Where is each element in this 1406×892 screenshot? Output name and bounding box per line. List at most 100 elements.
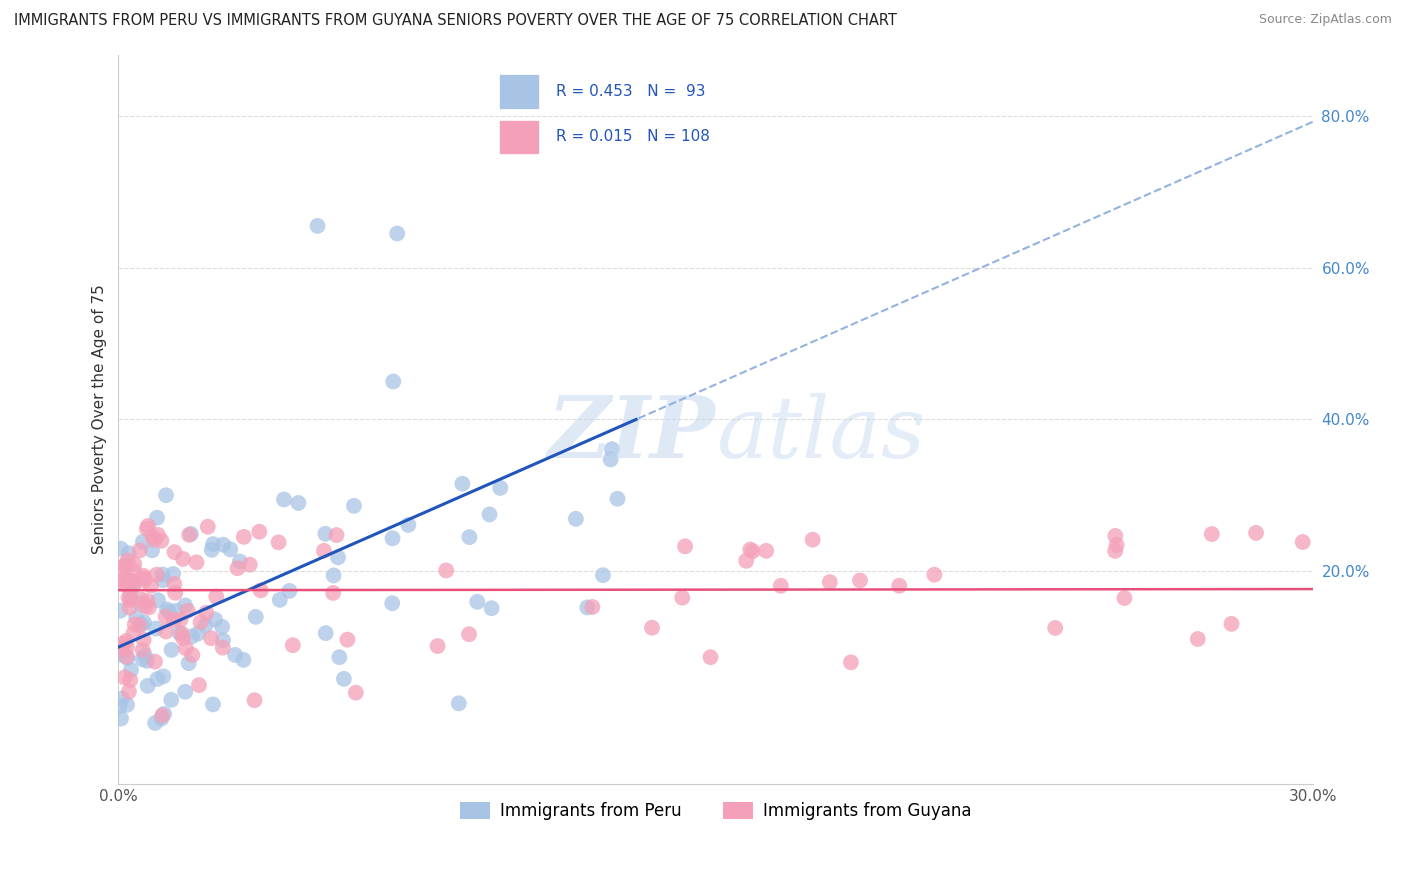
Immigrants from Peru [152, 573, 174, 587]
Immigrants from Guyana [458, 627, 481, 641]
Immigrants from Guyana [325, 528, 347, 542]
Immigrants from Peru [211, 620, 233, 634]
Immigrants from Peru [132, 534, 155, 549]
Immigrants from Guyana [155, 609, 177, 624]
Immigrants from Guyana [818, 575, 841, 590]
Immigrants from Peru [382, 375, 405, 389]
Immigrants from Peru [328, 650, 350, 665]
Immigrants from Peru [204, 612, 226, 626]
Immigrants from Guyana [112, 636, 135, 650]
Immigrants from Guyana [115, 578, 138, 592]
Immigrants from Guyana [132, 632, 155, 647]
Immigrants from Guyana [163, 613, 186, 627]
Immigrants from Guyana [115, 634, 138, 648]
Immigrants from Peru [576, 600, 599, 615]
Immigrants from Guyana [186, 555, 208, 569]
Immigrants from Peru [110, 604, 132, 618]
Immigrants from Guyana [165, 586, 187, 600]
Immigrants from Peru [156, 602, 179, 616]
Immigrants from Guyana [117, 591, 139, 605]
Immigrants from Guyana [143, 533, 166, 547]
Immigrants from Guyana [150, 708, 173, 723]
Immigrants from Guyana [172, 631, 194, 645]
Immigrants from Guyana [176, 604, 198, 618]
Immigrants from Peru [451, 476, 474, 491]
Immigrants from Guyana [145, 567, 167, 582]
Immigrants from Peru [343, 499, 366, 513]
Immigrants from Peru [155, 488, 177, 502]
Immigrants from Peru [110, 541, 132, 556]
Immigrants from Guyana [110, 640, 132, 655]
Immigrants from Guyana [195, 606, 218, 620]
Immigrants from Guyana [205, 590, 228, 604]
Immigrants from Peru [229, 554, 252, 568]
Immigrants from Guyana [122, 626, 145, 640]
Immigrants from Guyana [120, 574, 142, 588]
Immigrants from Peru [180, 527, 202, 541]
Immigrants from Peru [136, 679, 159, 693]
Immigrants from Guyana [322, 586, 344, 600]
Immigrants from Guyana [735, 554, 758, 568]
Immigrants from Guyana [232, 530, 254, 544]
Immigrants from Peru [145, 622, 167, 636]
Immigrants from Guyana [426, 639, 449, 653]
Immigrants from Guyana [239, 558, 262, 572]
Immigrants from Guyana [344, 686, 367, 700]
Text: atlas: atlas [716, 392, 925, 475]
Immigrants from Guyana [1114, 591, 1136, 605]
Immigrants from Peru [478, 508, 501, 522]
Immigrants from Guyana [434, 564, 457, 578]
Immigrants from Guyana [174, 641, 197, 656]
Immigrants from Peru [141, 543, 163, 558]
Immigrants from Guyana [801, 533, 824, 547]
Immigrants from Guyana [197, 519, 219, 533]
Immigrants from Guyana [1104, 529, 1126, 543]
Immigrants from Peru [314, 526, 336, 541]
Immigrants from Peru [131, 652, 153, 666]
Immigrants from Guyana [124, 617, 146, 632]
Immigrants from Guyana [139, 579, 162, 593]
Immigrants from Guyana [769, 579, 792, 593]
Immigrants from Guyana [1105, 538, 1128, 552]
Immigrants from Guyana [1045, 621, 1067, 635]
Immigrants from Peru [385, 227, 408, 241]
Immigrants from Guyana [1292, 535, 1315, 549]
Immigrants from Peru [458, 530, 481, 544]
Immigrants from Peru [129, 597, 152, 611]
Immigrants from Peru [381, 596, 404, 610]
Immigrants from Guyana [118, 684, 141, 698]
Immigrants from Guyana [169, 613, 191, 627]
Immigrants from Guyana [1244, 525, 1267, 540]
Immigrants from Guyana [143, 655, 166, 669]
Immigrants from Peru [115, 698, 138, 712]
Immigrants from Guyana [114, 558, 136, 573]
Immigrants from Guyana [1187, 632, 1209, 646]
Immigrants from Guyana [641, 621, 664, 635]
Immigrants from Guyana [135, 522, 157, 536]
Immigrants from Peru [232, 653, 254, 667]
Immigrants from Peru [160, 693, 183, 707]
Immigrants from Peru [135, 654, 157, 668]
Immigrants from Peru [150, 711, 173, 725]
Immigrants from Peru [606, 491, 628, 506]
Immigrants from Peru [592, 568, 614, 582]
Immigrants from Guyana [336, 632, 359, 647]
Immigrants from Guyana [141, 530, 163, 544]
Immigrants from Peru [181, 629, 204, 643]
Immigrants from Peru [165, 604, 187, 618]
Immigrants from Peru [118, 574, 141, 588]
Y-axis label: Seniors Poverty Over the Age of 75: Seniors Poverty Over the Age of 75 [93, 285, 107, 554]
Immigrants from Peru [132, 615, 155, 630]
Immigrants from Peru [121, 578, 143, 592]
Immigrants from Guyana [281, 638, 304, 652]
Immigrants from Peru [120, 663, 142, 677]
Immigrants from Peru [315, 626, 337, 640]
Immigrants from Guyana [114, 572, 136, 586]
Immigrants from Peru [157, 605, 180, 619]
Immigrants from Guyana [181, 648, 204, 662]
Immigrants from Peru [152, 567, 174, 582]
Immigrants from Peru [224, 648, 246, 662]
Immigrants from Peru [396, 517, 419, 532]
Immigrants from Guyana [150, 533, 173, 548]
Immigrants from Guyana [128, 543, 150, 558]
